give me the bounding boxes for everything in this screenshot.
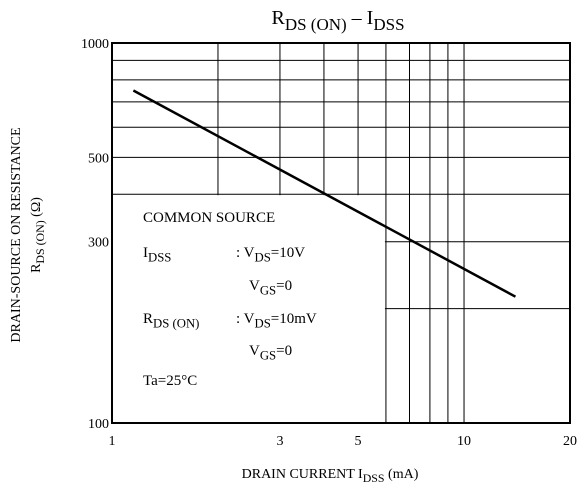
chart-title-part: DSS bbox=[373, 15, 404, 34]
legend-text-part: GS bbox=[260, 284, 276, 298]
legend-box bbox=[113, 195, 385, 422]
y-tick-label: 300 bbox=[88, 236, 109, 251]
legend-text-part: R bbox=[143, 311, 153, 327]
legend-text-part: : V bbox=[236, 245, 255, 261]
plot-frame bbox=[111, 42, 571, 424]
x-tick-label: 10 bbox=[457, 434, 471, 449]
x-tick-label: 3 bbox=[276, 434, 283, 449]
chart-title: RDS (ON) – IDSS bbox=[271, 7, 404, 34]
legend-text-part: V bbox=[249, 278, 260, 294]
legend-text-part: =0 bbox=[276, 278, 292, 294]
legend-text: IDSS bbox=[143, 245, 171, 265]
y-tick-label: 1000 bbox=[81, 37, 109, 52]
chart-title-part: – I bbox=[347, 7, 374, 29]
legend-text: : VDS=10V bbox=[236, 245, 305, 265]
chart-title-part: DS (ON) bbox=[285, 15, 347, 34]
legend-text-part: COMMON SOURCE bbox=[143, 210, 275, 226]
x-tick-label: 20 bbox=[563, 434, 577, 449]
data-line bbox=[132, 89, 517, 298]
y-axis-label-part: R bbox=[29, 263, 44, 273]
x-axis-label-part: DRAIN CURRENT I bbox=[242, 467, 363, 482]
y-tick-label: 500 bbox=[88, 151, 109, 166]
y-axis-label: DRAIN-SOURCE ON RESISTANCE bbox=[9, 127, 24, 342]
x-axis-label-part: (mA) bbox=[385, 467, 419, 482]
legend-text-part: DSS bbox=[148, 251, 171, 265]
legend-text-part: I bbox=[143, 245, 148, 261]
legend-text-part: DS (ON) bbox=[153, 317, 199, 331]
legend-text-part: V bbox=[249, 343, 260, 359]
legend-text: RDS (ON) bbox=[143, 311, 199, 331]
legend-text: VGS=0 bbox=[249, 278, 292, 298]
legend-text-part: DS bbox=[254, 317, 270, 331]
y-axis-label-part: (Ω) bbox=[29, 197, 44, 221]
x-axis-label: DRAIN CURRENT IDSS (mA) bbox=[242, 467, 419, 485]
legend-text-part: Ta=25°C bbox=[143, 373, 197, 389]
y-tick-label: 100 bbox=[88, 417, 109, 432]
legend-text: Ta=25°C bbox=[143, 373, 197, 389]
y-axis-label-part: DS (ON) bbox=[33, 220, 47, 263]
x-tick-label: 1 bbox=[109, 434, 116, 449]
chart-title-part: R bbox=[271, 7, 285, 29]
legend-text-part: =0 bbox=[276, 343, 292, 359]
y-axis-label: RDS (ON) (Ω) bbox=[29, 197, 47, 273]
legend-text: : VDS=10mV bbox=[236, 311, 317, 331]
legend-text-part: DS bbox=[254, 251, 270, 265]
legend-text-part: =10mV bbox=[271, 311, 317, 327]
legend-text-part: GS bbox=[260, 349, 276, 363]
x-tick-label: 5 bbox=[355, 434, 362, 449]
legend-text: COMMON SOURCE bbox=[143, 210, 275, 226]
legend-text-part: : V bbox=[236, 311, 255, 327]
legend-text: VGS=0 bbox=[249, 343, 292, 363]
legend-text-part: =10V bbox=[271, 245, 305, 261]
x-axis-label-part: DSS bbox=[363, 471, 385, 485]
y-axis-label-part: DRAIN-SOURCE ON RESISTANCE bbox=[9, 127, 24, 342]
